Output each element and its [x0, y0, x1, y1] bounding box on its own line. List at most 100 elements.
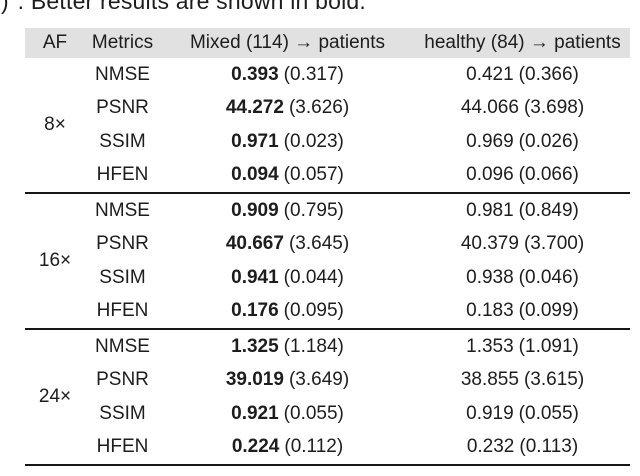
healthy-mean: 0.421 — [466, 63, 514, 85]
mixed-patients-cell: 0.941 (0.044) — [160, 267, 415, 289]
mixed-mean: 1.325 — [231, 335, 279, 357]
healthy-std: (0.066) — [518, 164, 579, 186]
healthy-patients-cell: 0.981 (0.849) — [415, 200, 630, 222]
healthy-mean: 0.183 — [466, 300, 514, 322]
mixed-patients-cell: 1.325 (1.184) — [160, 336, 415, 358]
metric-label: NMSE — [95, 199, 150, 221]
mixed-patients-cell: 39.019 (3.649) — [160, 369, 415, 391]
healthy-patients-cell: 40.379 (3.700) — [415, 233, 630, 255]
mixed-patients-cell: 0.224 (0.112) — [160, 436, 415, 458]
af-group-16x: 16× NMSE 0.909 (0.795) 0.981 (0.849) PSNR … — [25, 192, 630, 328]
table-row: NMSE 1.325 (1.184) 1.353 (1.091) — [85, 330, 630, 364]
metric-label: HFEN — [96, 164, 149, 186]
mixed-mean: 39.019 — [225, 369, 284, 391]
mixed-std: (3.645) — [288, 233, 350, 255]
table-row: HFEN 0.224 (0.112) 0.232 (0.113) — [85, 431, 630, 465]
mixed-std: (3.626) — [288, 97, 350, 119]
healthy-patients-cell: 0.938 (0.046) — [415, 267, 630, 289]
metric-label: NMSE — [95, 63, 150, 85]
results-table: AF Metrics Mixed (114) → patients health… — [25, 28, 630, 466]
mixed-std: (0.044) — [283, 266, 344, 288]
mixed-std: (0.112) — [284, 436, 344, 458]
healthy-patients-cell: 38.855 (3.615) — [415, 369, 630, 391]
af-label: 8× — [44, 114, 66, 135]
healthy-std: (0.046) — [518, 266, 579, 288]
mixed-mean: 44.272 — [225, 97, 284, 119]
healthy-patients-cell: 1.353 (1.091) — [415, 336, 630, 358]
mixed-patients-cell: 40.667 (3.645) — [160, 233, 415, 255]
table-row: HFEN 0.094 (0.057) 0.096 (0.066) — [85, 159, 630, 193]
healthy-patients-cell: 0.969 (0.026) — [415, 131, 630, 153]
metric-label: HFEN — [96, 436, 149, 458]
mixed-std: (1.184) — [283, 335, 344, 357]
healthy-mean: 0.232 — [466, 436, 515, 458]
healthy-mean: 44.066 — [460, 97, 519, 119]
healthy-std: (3.700) — [523, 233, 585, 255]
table-header-row: AF Metrics Mixed (114) → patients health… — [25, 28, 630, 58]
mixed-mean: 0.941 — [231, 266, 279, 288]
mixed-std: (0.023) — [283, 130, 344, 152]
healthy-std: (0.366) — [518, 63, 579, 85]
table-row: HFEN 0.176 (0.095) 0.183 (0.099) — [85, 295, 630, 329]
mixed-mean: 0.224 — [231, 436, 280, 458]
table-row: SSIM 0.971 (0.023) 0.969 (0.026) — [85, 125, 630, 159]
mixed-std: (3.649) — [288, 369, 350, 391]
mixed-mean: 0.176 — [231, 300, 279, 322]
mixed-patients-cell: 44.272 (3.626) — [160, 97, 415, 119]
metric-label: PSNR — [96, 369, 149, 391]
metric-label: SSIM — [99, 402, 146, 424]
af-label: 16× — [38, 250, 72, 271]
table-row: SSIM 0.941 (0.044) 0.938 (0.046) — [85, 261, 630, 295]
healthy-mean: 38.855 — [460, 369, 519, 391]
caption-clipped-fragment: ) — [1, 0, 9, 14]
af-group-24x: 24× NMSE 1.325 (1.184) 1.353 (1.091) PSNR … — [25, 328, 630, 466]
mixed-patients-cell: 0.909 (0.795) — [160, 200, 415, 222]
healthy-patients-cell: 0.919 (0.055) — [415, 403, 630, 425]
table-caption: ) . Better results are shown in bold. — [1, 0, 366, 13]
mixed-mean: 0.971 — [231, 130, 279, 152]
healthy-std: (0.099) — [518, 300, 579, 322]
healthy-mean: 1.353 — [466, 335, 514, 357]
metric-label: PSNR — [96, 97, 149, 119]
healthy-patients-cell: 0.183 (0.099) — [415, 300, 630, 322]
header-metrics: Metrics — [91, 32, 154, 53]
healthy-mean: 0.919 — [466, 402, 514, 424]
table-row: PSNR 44.272 (3.626) 44.066 (3.698) — [85, 92, 630, 126]
healthy-patients-cell: 0.232 (0.113) — [415, 436, 630, 458]
mixed-mean: 0.094 — [231, 164, 279, 186]
healthy-std: (0.113) — [519, 436, 579, 458]
healthy-std: (1.091) — [518, 335, 579, 357]
healthy-mean: 0.981 — [466, 199, 514, 221]
af-group-8x: 8× NMSE 0.393 (0.317) 0.421 (0.366) PSNR 4… — [25, 58, 630, 192]
header-mixed-patients: Mixed (114) → patients — [189, 32, 385, 53]
mixed-patients-cell: 0.176 (0.095) — [160, 300, 415, 322]
mixed-patients-cell: 0.393 (0.317) — [160, 64, 415, 86]
healthy-mean: 0.969 — [466, 130, 514, 152]
mixed-std: (0.795) — [283, 199, 344, 221]
healthy-mean: 40.379 — [460, 233, 519, 255]
metric-label: SSIM — [99, 266, 146, 288]
healthy-mean: 0.096 — [466, 164, 514, 186]
healthy-mean: 0.938 — [466, 266, 514, 288]
header-af: AF — [42, 32, 68, 53]
table-row: PSNR 39.019 (3.649) 38.855 (3.615) — [85, 364, 630, 398]
mixed-mean: 0.909 — [231, 199, 279, 221]
table-row: PSNR 40.667 (3.645) 40.379 (3.700) — [85, 228, 630, 262]
mixed-std: (0.317) — [283, 63, 344, 85]
mixed-mean: 0.921 — [231, 402, 279, 424]
metric-label: HFEN — [96, 300, 149, 322]
mixed-std: (0.055) — [283, 402, 344, 424]
caption-text: . Better results are shown in bold. — [17, 0, 367, 14]
metric-label: PSNR — [96, 233, 149, 255]
healthy-std: (3.698) — [523, 97, 585, 119]
mixed-patients-cell: 0.094 (0.057) — [160, 164, 415, 186]
table-row: SSIM 0.921 (0.055) 0.919 (0.055) — [85, 397, 630, 431]
healthy-std: (3.615) — [523, 369, 585, 391]
metric-label: NMSE — [95, 335, 150, 357]
af-label: 24× — [38, 386, 72, 407]
table-row: NMSE 0.909 (0.795) 0.981 (0.849) — [85, 194, 630, 228]
mixed-std: (0.095) — [283, 300, 344, 322]
mixed-std: (0.057) — [283, 164, 344, 186]
healthy-std: (0.849) — [518, 199, 579, 221]
healthy-patients-cell: 44.066 (3.698) — [415, 97, 630, 119]
